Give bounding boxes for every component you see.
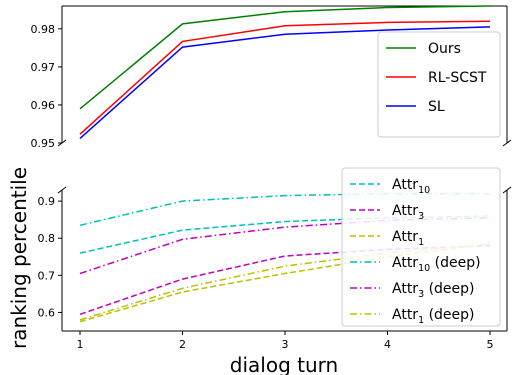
series-line [79,243,491,323]
y-tick-label: 0.95 [31,137,56,150]
legend-entry: SL [428,99,445,115]
legend: Ours RL-SCST SL [377,31,501,138]
series-line [79,244,491,316]
y-tick-label: 0.9 [38,195,56,208]
series-line [79,5,491,110]
axis-break-marks [57,139,512,194]
legend-box [341,167,501,327]
legend-entry: Attr3 (deep) [392,281,475,300]
legend-box [377,31,501,138]
bottom-panel: 0.60.70.80.91 2 3 4 5Attr10Attr3Attr1Attr10 … [38,167,508,351]
x-tick-label: 1 [77,338,84,351]
top-panel: 0.95 0.96 0.97 0.98 Ours RL-SCST SL [31,5,508,150]
break-mark [502,139,512,147]
series-line [79,20,491,135]
legend-entry: Attr3 [392,203,424,222]
y-tick-label: 0.8 [38,232,56,245]
y-tick-label: 0.97 [31,61,56,74]
y-tick-label: 0.96 [31,99,56,112]
legend-entry: Attr1 (deep) [392,307,475,326]
x-tick-label: 5 [487,338,494,351]
legend-entry: RL-SCST [428,70,487,86]
x-tick-label: 2 [179,338,186,351]
break-mark [57,186,67,194]
break-mark [57,139,67,147]
y-tick-label: 0.6 [38,306,56,319]
legend-entry: Ours [428,41,461,57]
y-tick-label: 0.98 [31,23,56,36]
x-axis-label: dialog turn [230,353,338,375]
legend-entry: Attr1 [392,229,424,248]
break-mark [502,186,512,194]
legend-entry: Attr10 (deep) [392,255,481,274]
series-line [79,26,491,139]
y-tick-label: 0.7 [38,269,56,282]
x-tick-label: 4 [384,338,391,351]
x-tick-label: 3 [282,338,289,351]
y-axis-label: ranking percentile [7,167,31,349]
